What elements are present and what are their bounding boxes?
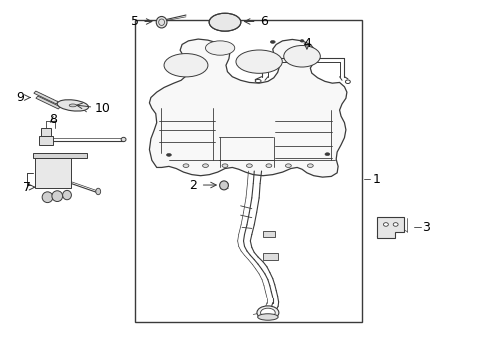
Bar <box>135 21 361 321</box>
Ellipse shape <box>166 153 171 156</box>
Ellipse shape <box>69 104 76 107</box>
Ellipse shape <box>163 54 207 77</box>
Bar <box>41 128 51 136</box>
Ellipse shape <box>62 190 71 200</box>
Ellipse shape <box>183 164 188 167</box>
Ellipse shape <box>257 314 278 320</box>
Text: 10: 10 <box>94 102 110 115</box>
Ellipse shape <box>270 41 275 43</box>
Ellipse shape <box>202 164 208 167</box>
Ellipse shape <box>307 164 313 167</box>
Text: 8: 8 <box>49 113 57 126</box>
Ellipse shape <box>156 17 166 28</box>
Bar <box>39 136 53 145</box>
Ellipse shape <box>383 223 387 226</box>
Ellipse shape <box>219 181 228 190</box>
Text: 5: 5 <box>130 15 139 28</box>
Ellipse shape <box>285 164 291 167</box>
Ellipse shape <box>325 153 329 156</box>
Ellipse shape <box>236 50 282 73</box>
Ellipse shape <box>300 40 304 42</box>
Ellipse shape <box>57 100 88 111</box>
Ellipse shape <box>260 308 275 317</box>
Ellipse shape <box>96 188 101 195</box>
Ellipse shape <box>256 306 278 319</box>
Ellipse shape <box>246 164 252 167</box>
Ellipse shape <box>265 164 271 167</box>
Text: 7: 7 <box>23 181 31 194</box>
Bar <box>35 158 71 188</box>
Text: 9: 9 <box>16 91 24 104</box>
Ellipse shape <box>222 164 227 167</box>
Ellipse shape <box>283 45 320 67</box>
Ellipse shape <box>121 137 126 141</box>
Text: 4: 4 <box>303 36 310 50</box>
Ellipse shape <box>209 13 241 31</box>
Ellipse shape <box>52 191 62 202</box>
Text: 1: 1 <box>371 173 379 186</box>
Ellipse shape <box>205 41 234 55</box>
Text: 2: 2 <box>188 179 196 192</box>
Ellipse shape <box>392 223 397 226</box>
Text: 3: 3 <box>422 221 429 234</box>
Bar <box>263 231 275 237</box>
Polygon shape <box>149 39 346 177</box>
Text: 6: 6 <box>260 15 267 28</box>
Polygon shape <box>376 217 404 238</box>
Polygon shape <box>33 153 86 158</box>
Polygon shape <box>36 96 60 109</box>
Polygon shape <box>34 91 58 104</box>
Ellipse shape <box>42 192 53 203</box>
Bar <box>263 253 277 260</box>
